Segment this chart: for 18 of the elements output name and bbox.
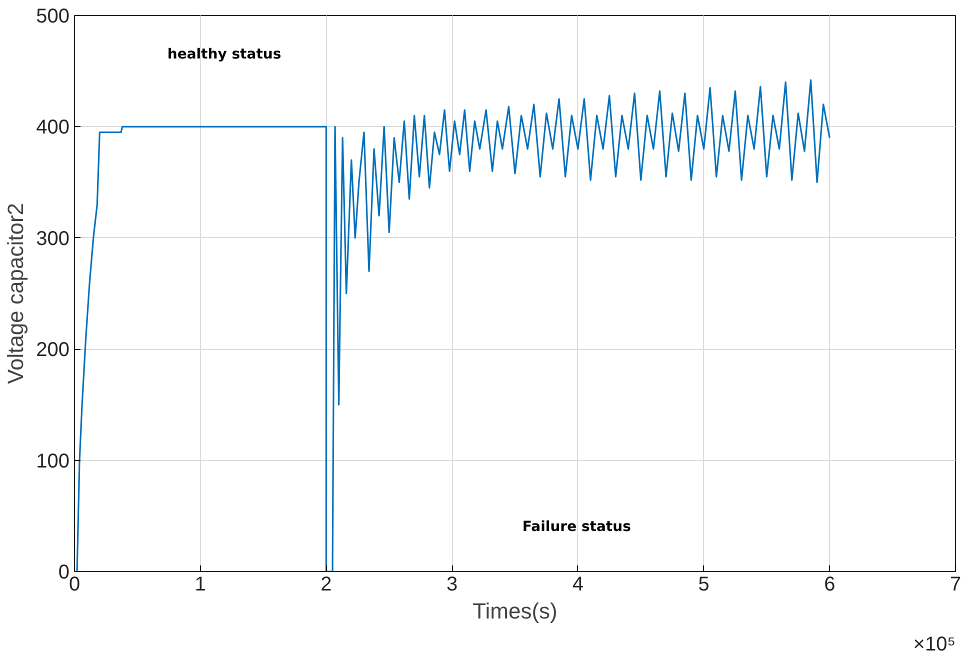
- y-axis-title: Voltage capacitor2: [3, 202, 28, 384]
- x-tick-label: 7: [950, 574, 962, 596]
- annotation: Failure status: [522, 519, 631, 536]
- y-tick-label: 200: [36, 339, 70, 362]
- y-tick-label: 500: [36, 6, 70, 28]
- text: ×10⁵: [913, 634, 956, 656]
- line-series: [76, 79, 830, 572]
- y-tick-label: 400: [36, 116, 70, 139]
- x-axis-title: Times(s): [472, 598, 558, 624]
- x-tick-label: 6: [824, 574, 836, 596]
- annotation: healthy status: [167, 46, 282, 62]
- x-tick-label: 5: [698, 574, 710, 596]
- y-tick-label: 300: [36, 228, 70, 250]
- x-tick-label: 1: [194, 574, 206, 596]
- x-tick-label: 2: [320, 574, 332, 596]
- y-tick-label: 100: [36, 450, 70, 472]
- x-tick-label: 4: [572, 574, 584, 596]
- x-tick-label: 3: [446, 574, 458, 596]
